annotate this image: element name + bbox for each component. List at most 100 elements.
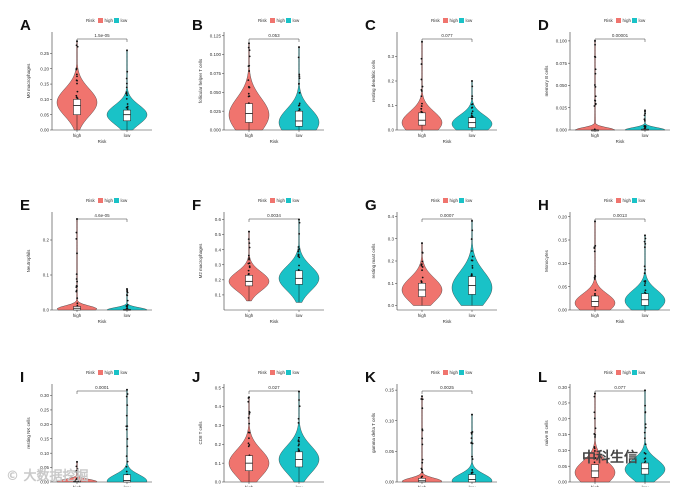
outlier-point [248,257,251,260]
legend-key-low [286,198,291,203]
outlier-point [471,264,474,267]
outlier-point [248,422,251,425]
outlier-point [248,266,251,269]
x-tick-label-high: high [418,133,427,138]
outlier-point [248,410,251,413]
outlier-point [126,460,129,463]
outlier-point [298,102,301,105]
outlier-point [125,455,128,457]
x-tick-label-low: low [469,485,477,487]
outlier-point [126,70,129,73]
outlier-point [421,266,424,268]
outlier-point [643,431,646,434]
outlier-point [248,444,251,446]
outlier-point [594,95,597,98]
outlier-point [125,106,128,109]
outlier-point [594,275,597,278]
pvalue-bracket [594,390,646,394]
outlier-point [76,75,78,78]
y-tick-label: 0.3 [215,262,222,267]
y-tick-label: 0.10 [385,418,394,423]
outlier-point [297,448,300,450]
outlier-point [643,284,646,287]
outlier-point [470,437,473,440]
legend-key-low [459,18,464,23]
y-tick-label: 0.025 [210,109,222,114]
box-high [591,295,599,307]
outlier-point [594,102,597,105]
outlier-point [297,444,300,447]
outlier-point [298,77,301,80]
outlier-point [644,234,646,237]
outlier-point [593,395,596,398]
outlier-point [471,229,474,232]
outlier-point [471,95,474,98]
pvalue-bracket [421,390,473,394]
y-tick-label: 0.20 [558,214,567,219]
outlier-point [644,457,647,460]
legend-key-high [616,18,621,23]
box-high [73,99,81,115]
box-low [123,474,131,483]
y-axis-title: M2 macrophages [198,243,203,279]
y-tick-label: 0.0 [43,308,50,313]
panel-label: G [365,197,377,214]
outlier-point [471,442,474,445]
outlier-point [594,39,596,42]
x-tick-label-low: low [124,133,132,138]
box-low [123,109,131,122]
outlier-point [471,455,473,458]
legend-label-high: high [105,18,114,23]
x-tick-label-high: high [245,313,254,318]
outlier-point [248,258,250,261]
y-axis-title: M0 macrophages [26,63,31,99]
x-tick-label-high: high [245,133,254,138]
y-tick-label: 0.00 [558,480,567,485]
outlier-point [644,237,647,240]
legend-title: Risk [604,18,613,23]
x-tick-label-low: low [296,313,304,318]
outlier-point [471,458,474,460]
outlier-point [76,467,79,470]
panel-G: G Risk high low 0.0 0.1 0.2 0.3 0.4 resting mast … [365,197,497,324]
outlier-point [298,248,301,250]
panel-label: H [538,197,549,214]
panel-label: B [192,17,203,34]
outlier-point [594,434,597,436]
legend-key-low [459,370,464,375]
y-tick-label: 0.05 [40,112,49,117]
y-tick-label: 0.125 [210,33,222,38]
legend-label-low: low [639,370,647,375]
outlier-point [594,293,596,295]
outlier-point [421,458,424,461]
y-tick-label: 0.5 [215,385,222,390]
legend-key-low [286,18,291,23]
legend-key-low [114,370,119,375]
legend-label-high: high [277,370,286,375]
outlier-point [643,451,646,454]
outlier-point [75,465,78,468]
legend-key-low [632,18,637,23]
legend-key-high [98,370,103,375]
legend-key-low [286,370,291,375]
legend-key-low [459,198,464,203]
y-tick-label: 0.00 [385,480,394,485]
legend: Risk high low [86,18,128,23]
outlier-point [643,118,646,120]
y-axis-title: Neutrophils [26,249,31,273]
outlier-point [248,242,251,245]
y-tick-label: 0.6 [215,217,222,222]
panel-label: K [365,369,376,386]
outlier-point [76,477,78,480]
legend-key-high [616,198,621,203]
outlier-point [593,278,596,280]
y-tick-label: 0.15 [385,388,394,393]
y-axis-title: follicular helper T cells [198,58,203,103]
outlier-point [298,405,301,408]
y-tick-label: 0.15 [40,82,49,87]
legend-label-low: low [293,370,301,375]
outlier-point [126,404,129,407]
panel-label: F [192,197,201,214]
legend-title: Risk [431,370,440,375]
y-axis-title: gamma delta T cells [371,412,376,453]
